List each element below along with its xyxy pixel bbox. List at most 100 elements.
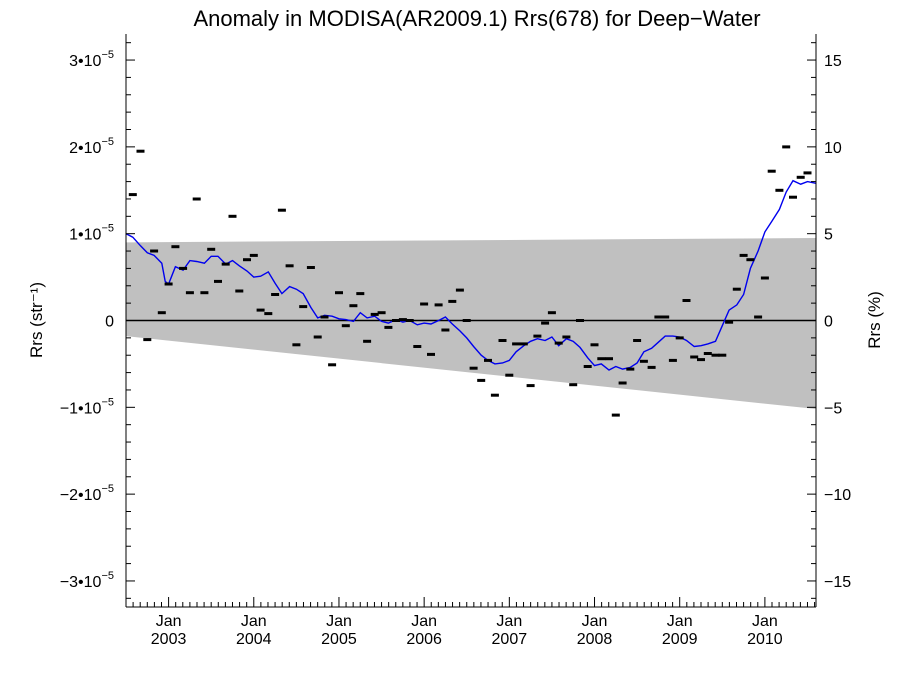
data-point <box>697 358 705 362</box>
data-point <box>341 324 350 328</box>
y-left-tick-label: 2•10−5 <box>69 136 114 157</box>
ticks-layer: 3•10−52•10−51•10−50−1•10−5−2•10−5−3•10−5… <box>60 42 851 648</box>
confidence-band <box>126 238 816 410</box>
data-point <box>469 366 478 370</box>
data-point <box>455 288 464 292</box>
data-point <box>611 413 620 417</box>
data-point <box>306 266 315 269</box>
data-point <box>618 381 627 385</box>
data-point <box>626 367 635 371</box>
x-tick-month-label: Jan <box>411 613 437 630</box>
data-point <box>335 291 343 295</box>
data-point <box>192 197 201 201</box>
data-point <box>647 365 656 369</box>
data-point <box>221 262 230 266</box>
data-point <box>541 321 550 325</box>
y-right-tick-label: 15 <box>824 53 842 70</box>
data-point <box>661 315 670 319</box>
data-point <box>384 325 393 329</box>
data-point <box>164 282 173 286</box>
x-tick-year-label: 2008 <box>577 631 613 648</box>
x-tick-year-label: 2010 <box>747 631 783 648</box>
data-point <box>349 304 358 308</box>
data-point <box>420 302 429 306</box>
data-point <box>136 149 145 153</box>
data-point <box>803 171 812 175</box>
y-left-tick-mantissa: 3•10 <box>69 53 101 70</box>
data-point <box>370 312 379 316</box>
data-point <box>243 258 251 262</box>
x-tick-month-label: Jan <box>582 613 608 630</box>
data-point <box>299 305 308 309</box>
data-point <box>590 343 599 347</box>
y-left-tick-exponent: −5 <box>101 136 114 148</box>
data-point <box>746 258 755 262</box>
y-left-tick-label: −2•10−5 <box>60 483 114 504</box>
data-point <box>356 292 365 296</box>
smooth-line-layer <box>125 179 817 371</box>
data-point <box>271 293 280 296</box>
y-left-tick-label: −3•10−5 <box>60 570 114 591</box>
data-point <box>796 175 805 179</box>
x-tick-month-label: Jan <box>241 613 267 630</box>
y-right-tick-label: 10 <box>824 140 842 157</box>
data-point <box>739 253 748 257</box>
x-tick-year-label: 2005 <box>321 631 357 648</box>
data-point <box>711 353 720 357</box>
data-point <box>150 249 159 253</box>
y-right-tick-label: 0 <box>824 314 833 331</box>
data-point <box>285 264 294 268</box>
y-axis-right-title: Rrs (%) <box>865 291 884 349</box>
y-left-tick-mantissa: 2•10 <box>69 140 101 157</box>
data-point <box>718 353 727 357</box>
data-point <box>462 319 471 322</box>
data-point <box>675 336 684 340</box>
y-left-tick-exponent: −5 <box>101 396 114 408</box>
data-point <box>547 311 556 315</box>
y-right-tick-label: −15 <box>824 574 851 591</box>
x-tick-year-label: 2003 <box>151 631 187 648</box>
x-tick-month-label: Jan <box>667 613 693 630</box>
data-point <box>413 345 422 348</box>
y-left-tick-mantissa: −2•10 <box>60 487 102 504</box>
x-tick-year-label: 2009 <box>662 631 698 648</box>
data-point <box>277 208 286 212</box>
data-point <box>562 335 571 339</box>
data-point <box>264 312 273 316</box>
data-point <box>477 378 486 382</box>
x-tick-month-label: Jan <box>496 613 522 630</box>
data-point <box>505 373 514 377</box>
data-point <box>235 289 244 293</box>
data-point <box>292 343 301 347</box>
data-point <box>512 342 521 346</box>
y-left-tick-label: 1•10−5 <box>69 223 114 244</box>
y-left-tick-exponent: −5 <box>101 49 114 61</box>
data-point <box>448 299 457 303</box>
data-point <box>427 352 435 356</box>
data-point <box>583 365 592 368</box>
data-point <box>654 315 663 319</box>
data-point <box>214 279 222 283</box>
data-point <box>703 352 712 355</box>
y-right-tick-label: −5 <box>824 400 842 417</box>
data-point <box>754 315 763 319</box>
data-point <box>256 308 265 312</box>
y-left-tick-mantissa: 0 <box>105 314 114 331</box>
data-point <box>533 334 542 338</box>
y-left-tick-mantissa: −3•10 <box>60 574 102 591</box>
y-left-tick-label: −1•10−5 <box>60 396 114 417</box>
data-point <box>576 319 584 322</box>
y-right-tick-label: 5 <box>824 227 833 244</box>
data-point <box>434 303 443 307</box>
smooth-line <box>125 179 817 371</box>
data-point <box>363 339 372 343</box>
data-point <box>320 315 329 319</box>
data-point <box>377 311 386 315</box>
data-point <box>179 266 188 270</box>
y-left-tick-exponent: −5 <box>101 570 114 582</box>
data-point <box>668 358 677 362</box>
y-left-tick-label: 0 <box>105 314 114 331</box>
x-tick-month-label: Jan <box>326 613 352 630</box>
data-point <box>249 253 258 257</box>
y-axis-left-title: Rrs (str⁻¹) <box>27 282 46 358</box>
